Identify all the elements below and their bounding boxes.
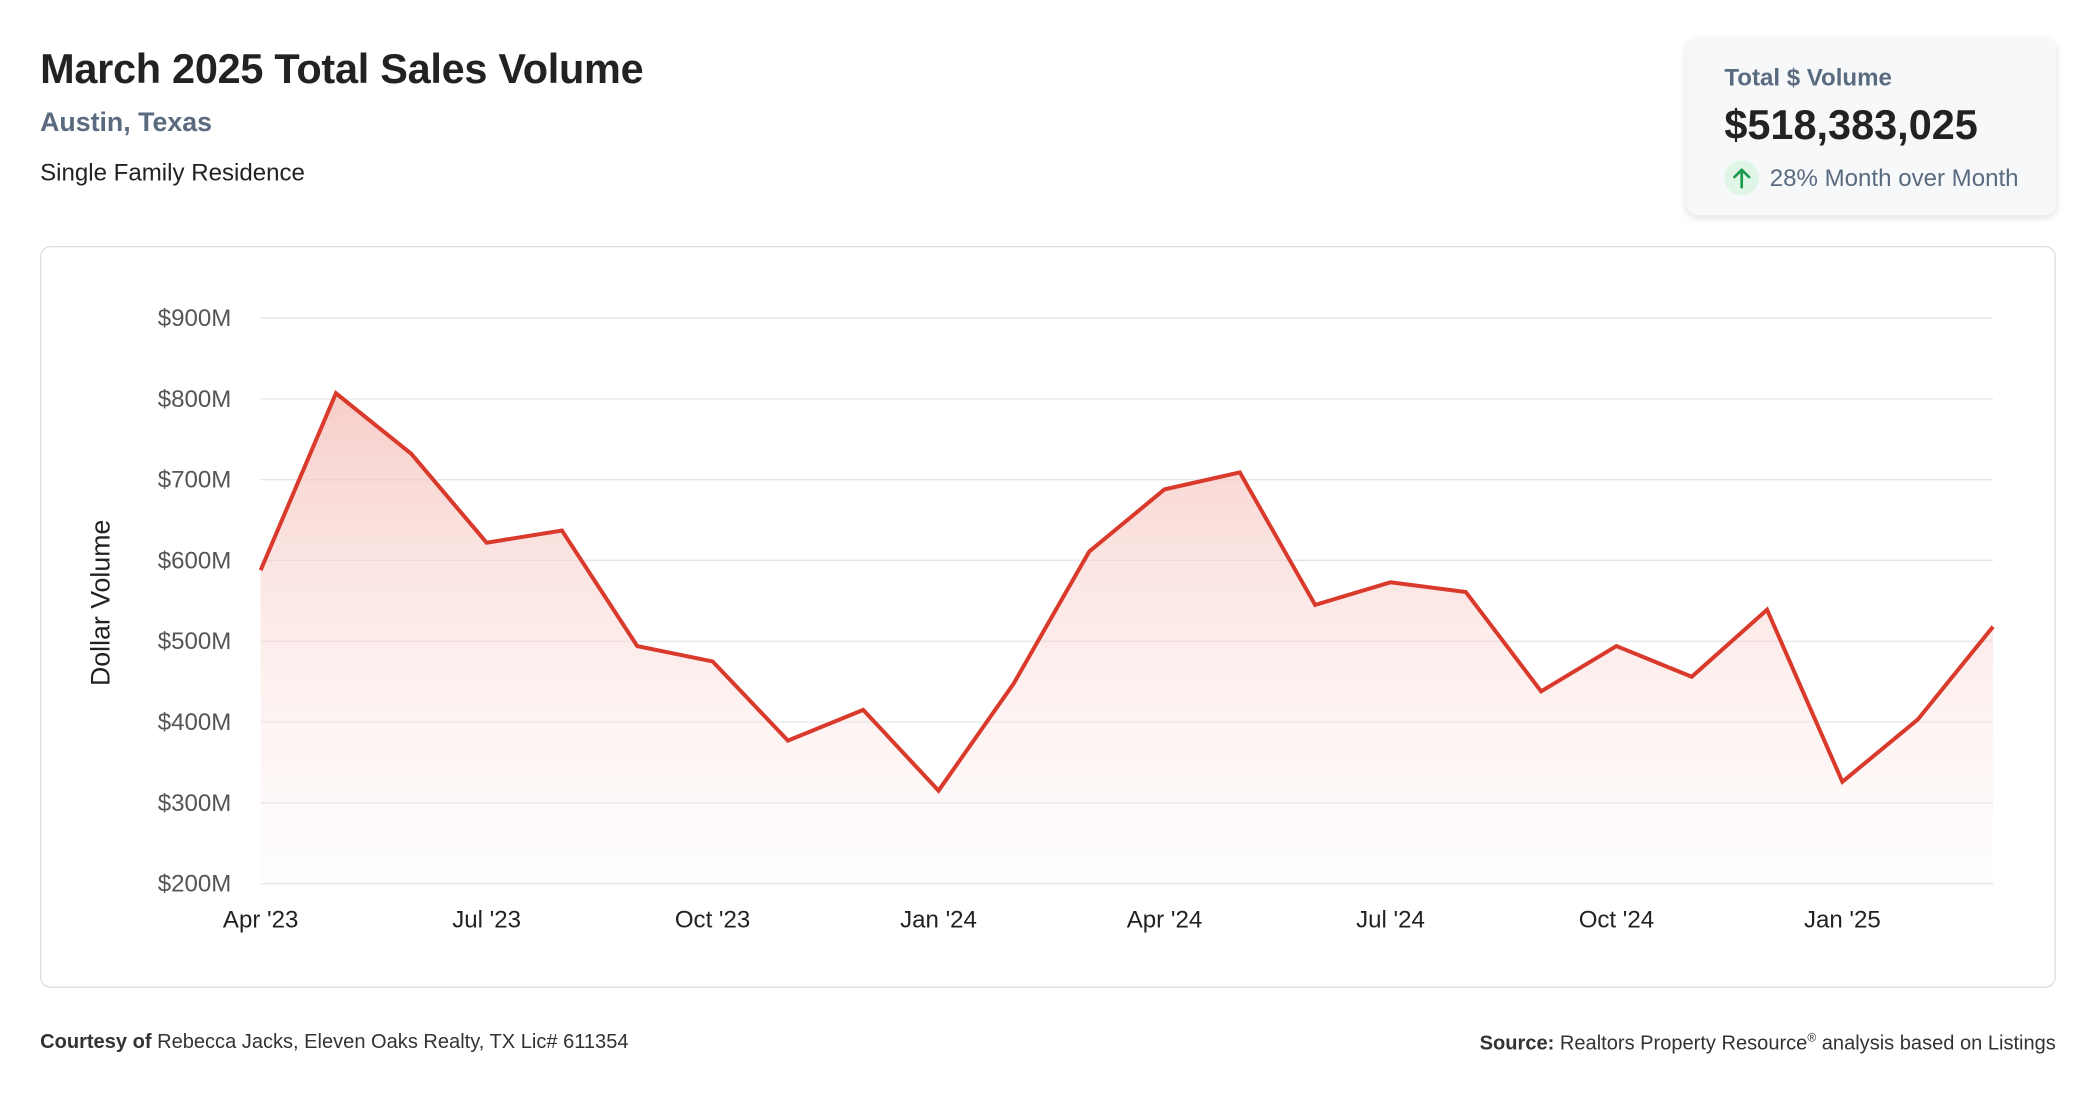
y-axis-label: Dollar Volume	[86, 520, 116, 686]
data-point[interactable]	[629, 638, 645, 654]
data-point[interactable]	[1156, 481, 1172, 497]
courtesy-text: Rebecca Jacks, Eleven Oaks Realty, TX Li…	[157, 1030, 629, 1054]
series-line	[258, 390, 1995, 794]
data-point[interactable]	[1307, 597, 1323, 613]
kpi-value: $518,383,025	[1724, 101, 1978, 149]
kpi-change: 28% Month over Month	[1724, 160, 2019, 196]
data-point[interactable]	[403, 446, 419, 462]
x-tick-label: Oct '24	[1579, 907, 1654, 934]
data-point[interactable]	[1985, 619, 2001, 635]
y-tick-label: $800M	[158, 386, 232, 413]
y-tick-label: $700M	[158, 467, 232, 494]
source-text: Realtors Property Resource	[1559, 1031, 1808, 1055]
data-point[interactable]	[1006, 675, 1022, 691]
data-point[interactable]	[479, 535, 495, 551]
x-tick-label: Apr '24	[1127, 907, 1202, 934]
arrow-up-icon	[1724, 160, 1760, 196]
registered-mark: ®	[1807, 1030, 1817, 1044]
data-point[interactable]	[780, 733, 796, 749]
kpi-change-text: 28% Month over Month	[1769, 163, 2019, 191]
data-point[interactable]	[328, 385, 344, 401]
chart-card: $200M $300M $400M $500M $600M $700M $800M $900M…	[40, 245, 2056, 988]
x-tick-label: Jan '24	[900, 907, 977, 934]
data-point[interactable]	[1382, 574, 1398, 590]
data-point[interactable]	[1608, 638, 1624, 654]
x-tick-label: Jan '25	[1804, 907, 1881, 934]
series-area	[260, 393, 1994, 884]
y-tick-label: $500M	[158, 628, 232, 655]
data-point[interactable]	[1910, 712, 1926, 728]
data-point[interactable]	[554, 523, 570, 539]
source-label: Source:	[1479, 1031, 1555, 1055]
data-point[interactable]	[253, 562, 269, 578]
data-point[interactable]	[1684, 669, 1700, 685]
page-title: March 2025 Total Sales Volume	[40, 45, 644, 93]
x-tick-label: Jul '24	[1356, 907, 1425, 934]
y-tick-label: $300M	[158, 790, 232, 817]
data-point[interactable]	[1834, 774, 1850, 790]
x-tick-label: Oct '23	[675, 907, 750, 934]
data-point[interactable]	[855, 702, 871, 718]
y-tick-label: $600M	[158, 547, 232, 574]
source-footer: Source: Realtors Property Resource® anal…	[1480, 1031, 2056, 1055]
courtesy-footer: Courtesy of Rebecca Jacks, Eleven Oaks R…	[40, 1031, 628, 1054]
data-point[interactable]	[1232, 464, 1248, 480]
courtesy-label: Courtesy of	[40, 1030, 152, 1054]
sales-volume-chart: $200M $300M $400M $500M $600M $700M $800M $900M…	[86, 305, 2001, 934]
data-point[interactable]	[1458, 584, 1474, 600]
total-volume-card: Total $ Volume $518,383,025 28% Month ov…	[1686, 37, 2056, 216]
location-subtitle: Austin, Texas	[40, 108, 212, 138]
x-tick-label: Apr '23	[223, 907, 298, 934]
data-point[interactable]	[1533, 683, 1549, 699]
x-tick-label: Jul '23	[452, 907, 521, 934]
source-text-suffix: analysis based on Listings	[1816, 1031, 2056, 1055]
y-tick-label: $400M	[158, 709, 232, 736]
data-point[interactable]	[705, 653, 721, 669]
y-tick-label: $900M	[158, 305, 232, 332]
y-tick-label: $200M	[158, 871, 232, 898]
data-point[interactable]	[931, 783, 947, 799]
kpi-label: Total $ Volume	[1724, 64, 1892, 91]
property-type-label: Single Family Residence	[40, 159, 305, 186]
data-point[interactable]	[1759, 602, 1775, 618]
data-point[interactable]	[1081, 544, 1097, 560]
